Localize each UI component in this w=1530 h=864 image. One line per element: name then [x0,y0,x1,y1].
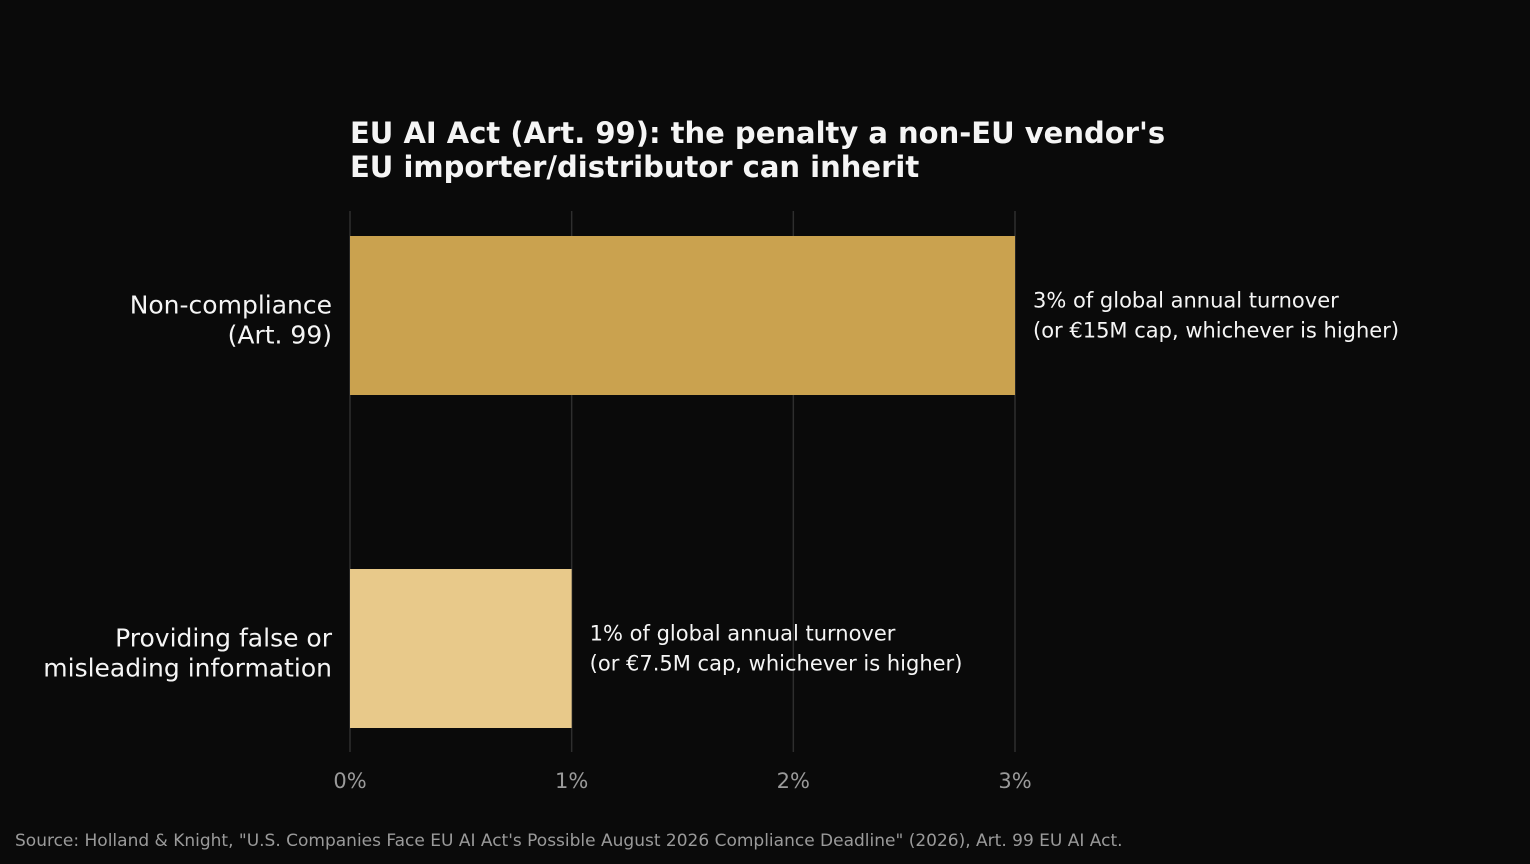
bars [350,236,1015,728]
chart-title-line: EU AI Act (Art. 99): the penalty a non-E… [350,116,1165,150]
data-label: 1% of global annual turnover (or €7.5M ca… [590,622,963,676]
category-label-line: Non-compliance [130,291,332,320]
data-label-line: (or €7.5M cap, whichever is higher) [590,652,963,676]
x-tick-label: 2% [777,769,810,793]
bar [350,569,572,728]
x-tick-label: 3% [998,769,1031,793]
chart-title-line: EU importer/distributor can inherit [350,150,919,184]
category-label-line: (Art. 99) [228,321,332,350]
data-label-line: (or €15M cap, whichever is higher) [1033,319,1399,343]
source-note: Source: Holland & Knight, "U.S. Companie… [15,831,1123,851]
bar-chart: EU AI Act (Art. 99): the penalty a non-E… [43,116,1399,793]
data-label: 3% of global annual turnover (or €15M cap… [1033,289,1399,343]
data-label-line: 3% of global annual turnover [1033,289,1339,313]
category-label: Providing false or misleading information [43,624,332,683]
category-label: Non-compliance (Art. 99) [130,291,332,350]
data-label-line: 1% of global annual turnover [590,622,896,646]
chart-title: EU AI Act (Art. 99): the penalty a non-E… [350,116,1165,184]
bar [350,236,1015,395]
category-label-line: misleading information [43,654,332,683]
x-tick-label: 0% [333,769,366,793]
x-tick-label: 1% [555,769,588,793]
category-label-line: Providing false or [115,624,333,653]
labels: EU AI Act (Art. 99): the penalty a non-E… [43,116,1399,793]
